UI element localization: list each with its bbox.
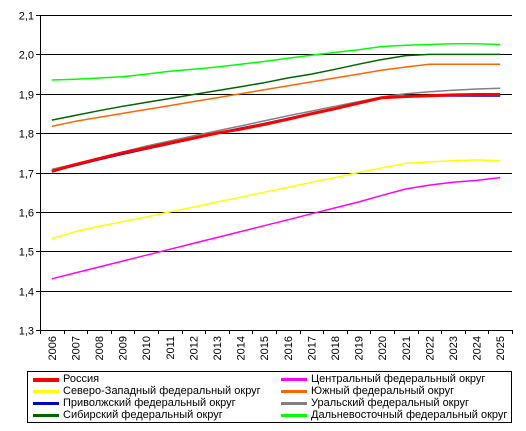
series-line-0 bbox=[51, 93, 501, 173]
series-line-7 bbox=[51, 42, 501, 81]
legend-swatch bbox=[33, 414, 59, 417]
legend: Россия Центральный федеральный округ Север… bbox=[27, 371, 512, 423]
legend-swatch bbox=[33, 390, 59, 393]
legend-swatch bbox=[281, 414, 307, 417]
legend-label: Приволжский федеральный округ bbox=[63, 397, 236, 409]
legend-label: Уральский федеральный округ bbox=[311, 397, 470, 409]
legend-item: Приволжский федеральный округ bbox=[33, 397, 236, 410]
legend-item: Дальневосточный федеральный округ bbox=[281, 409, 507, 422]
legend-swatch bbox=[33, 377, 59, 382]
x-tick-label: 2019 bbox=[354, 336, 366, 360]
axes bbox=[36, 15, 513, 334]
x-tick-label: 2006 bbox=[47, 336, 59, 360]
x-tick-label: 2011 bbox=[165, 336, 177, 360]
y-tick-label: 1,6 bbox=[19, 208, 34, 220]
x-tick-label: 2020 bbox=[377, 336, 389, 360]
x-tick-label: 2008 bbox=[94, 336, 106, 360]
series-line-3 bbox=[51, 63, 501, 128]
legend-item: Южный федеральный округ bbox=[281, 385, 454, 398]
x-tick-label: 2017 bbox=[306, 336, 318, 360]
y-tick-label: 1,5 bbox=[19, 247, 34, 259]
x-tick-label: 2016 bbox=[283, 336, 295, 360]
x-tick-label: 2021 bbox=[401, 336, 413, 360]
x-tick-label: 2025 bbox=[495, 336, 507, 360]
y-tick-labels: 1,3 1,4 1,5 1,6 1,7 1,8 1,9 2,0 2,1 bbox=[19, 11, 34, 338]
legend-label: Центральный федеральный округ bbox=[311, 373, 486, 385]
x-tick-label: 2018 bbox=[330, 336, 342, 360]
x-tick-label: 2007 bbox=[70, 336, 82, 360]
x-tick-labels: 2006 2007 2008 2009 2010 2011 2012 2013 2014 2015… bbox=[47, 336, 507, 360]
legend-item: Северо-Западный федеральный округ bbox=[33, 385, 261, 398]
series-line-5 bbox=[51, 87, 501, 171]
y-tick-label: 1,3 bbox=[19, 326, 34, 338]
x-tick-label: 2010 bbox=[141, 336, 153, 360]
legend-label: Россия bbox=[63, 373, 100, 385]
y-tick-label: 1,7 bbox=[19, 169, 34, 181]
x-tick-label: 2012 bbox=[188, 336, 200, 360]
gridlines bbox=[40, 15, 512, 292]
y-tick-label: 1,9 bbox=[19, 90, 34, 102]
series-line-1 bbox=[51, 176, 501, 280]
x-tick-label: 2015 bbox=[259, 336, 271, 360]
series-line-2 bbox=[51, 159, 501, 240]
y-tick-label: 1,4 bbox=[19, 287, 34, 299]
x-tick-label: 2009 bbox=[118, 336, 130, 360]
legend-label: Северо-Западный федеральный округ bbox=[63, 385, 261, 397]
legend-label: Дальневосточный федеральный округ bbox=[311, 409, 508, 421]
y-tick-label: 2,0 bbox=[19, 50, 34, 62]
legend-item: Уральский федеральный округ bbox=[281, 397, 469, 410]
x-tick-label: 2024 bbox=[472, 336, 484, 360]
legend-label: Южный федеральный округ bbox=[311, 385, 455, 397]
x-tick-label: 2014 bbox=[236, 336, 248, 360]
x-tick-label: 2023 bbox=[448, 336, 460, 360]
legend-label: Сибирский федеральный округ bbox=[63, 409, 223, 421]
legend-item: Россия bbox=[33, 373, 99, 386]
legend-swatch bbox=[281, 390, 307, 393]
legend-item: Центральный федеральный округ bbox=[281, 373, 485, 386]
legend-swatch bbox=[281, 402, 307, 405]
y-tick-label: 1,8 bbox=[19, 129, 34, 141]
legend-item: Сибирский федеральный округ bbox=[33, 409, 223, 422]
legend-swatch bbox=[281, 378, 307, 381]
x-tick-label: 2013 bbox=[212, 336, 224, 360]
series-line-6 bbox=[51, 53, 501, 121]
series-lines bbox=[51, 42, 501, 280]
legend-swatch bbox=[33, 402, 59, 405]
x-tick-label: 2022 bbox=[424, 336, 436, 360]
y-tick-label: 2,1 bbox=[19, 11, 34, 23]
